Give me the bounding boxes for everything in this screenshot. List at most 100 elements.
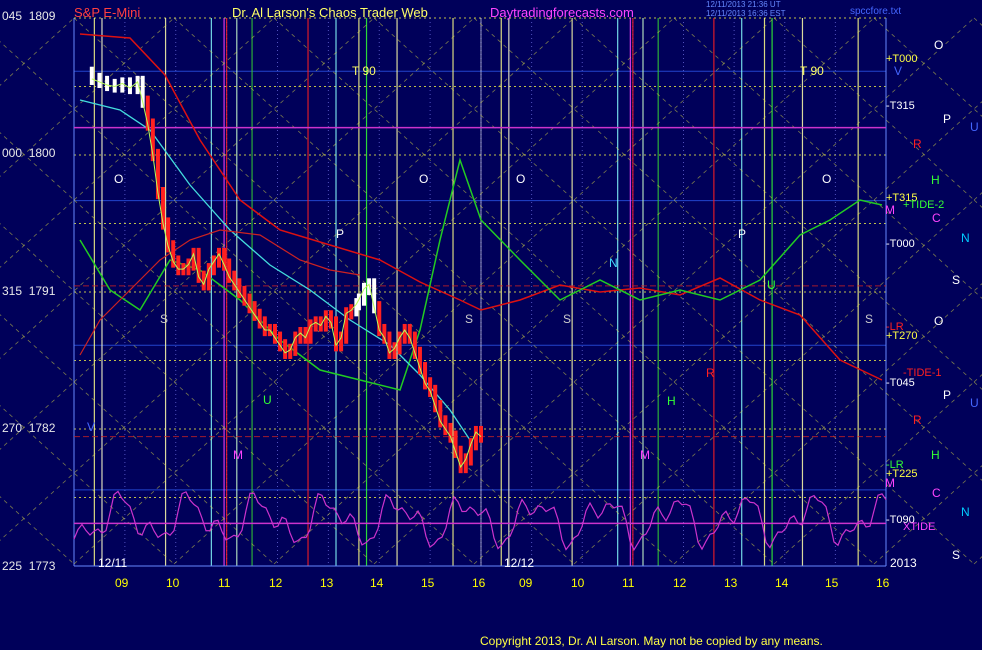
planet-r-1: R — [913, 137, 922, 151]
x-tick-d2-15: 15 — [825, 576, 839, 590]
x-tick-d1-10: 10 — [166, 576, 180, 590]
chart-title: Dr. Al Larson's Chaos Trader Web — [232, 5, 428, 20]
planet-o-2: O — [934, 314, 944, 328]
marker-o-1: O — [114, 172, 124, 186]
x-tick-d2-09: 09 — [519, 576, 533, 590]
marker-o-4: O — [822, 172, 832, 186]
marker-o-2: O — [419, 172, 429, 186]
filename: spccfore.txt — [850, 6, 902, 17]
marker-s-1: S — [160, 312, 169, 326]
grid-layer — [73, 17, 887, 567]
x-tick-d2-16: 16 — [876, 576, 890, 590]
planet-v: V — [894, 64, 903, 78]
planet-c-1: C — [932, 211, 941, 225]
web-line — [873, 199, 982, 299]
web-line — [373, 17, 575, 201]
web-line — [373, 199, 575, 383]
web-line — [473, 381, 675, 565]
planet-m-1: M — [885, 203, 895, 217]
web-line — [373, 17, 575, 201]
web-line — [73, 199, 275, 383]
web-line — [773, 199, 975, 383]
x-tick-d2-14: 14 — [775, 576, 789, 590]
web-line — [73, 381, 275, 565]
x-tick-d2-13: 13 — [724, 576, 738, 590]
web-line — [773, 381, 975, 565]
x-tick-d1-15: 15 — [421, 576, 435, 590]
timestamp-ut: 12/11/2013 21:36 UT — [706, 0, 781, 9]
plot-area — [74, 18, 886, 576]
web-line — [0, 199, 175, 359]
x-tick-d1-16: 16 — [472, 576, 486, 590]
x-tick-d2-12: 12 — [673, 576, 687, 590]
web-line — [373, 199, 575, 383]
marker-r-1: R — [706, 366, 715, 380]
timestamp-est: 12/11/2013 16:36 EST — [706, 9, 786, 18]
web-line — [473, 381, 675, 565]
planet-u-1: U — [970, 120, 979, 134]
marker-s-3: S — [563, 312, 572, 326]
label-t000-plus: +T000 — [886, 53, 918, 65]
web-line — [673, 17, 875, 201]
label-t315-plus: +T315 — [886, 192, 918, 204]
planet-h-1: H — [931, 173, 940, 187]
web-line — [173, 17, 375, 201]
web-line — [573, 199, 775, 383]
marker-t90-day1: T 90 — [352, 64, 376, 78]
site-name: Daytradingforecasts.com — [490, 5, 634, 20]
web-line — [173, 199, 375, 383]
web-line — [573, 17, 775, 201]
web-line — [373, 381, 575, 565]
web-line — [673, 381, 875, 565]
x-tick-d1-09: 09 — [115, 576, 129, 590]
copyright: Copyright 2013, Dr. Al Larson. May not b… — [480, 634, 823, 648]
planet-h-2: H — [931, 448, 940, 462]
web-line — [73, 381, 275, 565]
date-label-day1: 12/11 — [98, 556, 128, 570]
label-tide-1: -TIDE-1 — [903, 367, 942, 379]
web-line — [473, 199, 675, 383]
marker-u-2: U — [767, 278, 776, 292]
planet-o-1: O — [934, 38, 944, 52]
marker-o-3: O — [516, 172, 526, 186]
web-line — [0, 496, 75, 565]
web-line — [573, 381, 775, 565]
marker-p-2: P — [738, 227, 747, 241]
web-line — [273, 17, 475, 201]
web-line — [0, 223, 175, 383]
xtide-curve — [73, 490, 887, 551]
marker-m-1: M — [233, 448, 243, 462]
web-line — [0, 17, 75, 86]
web-line — [0, 405, 175, 565]
marker-v-1: V — [87, 420, 96, 434]
marker-s-4: S — [865, 312, 874, 326]
marker-p-1: P — [336, 227, 345, 241]
price-line — [91, 78, 482, 469]
web-line — [0, 314, 75, 383]
web-line — [673, 199, 875, 383]
x-tick-d1-11: 11 — [218, 576, 231, 590]
web-line — [573, 17, 775, 201]
red-secondary — [79, 229, 361, 356]
web-line — [773, 17, 975, 201]
marker-h-1: H — [667, 394, 676, 408]
label-xtide: XTIDE — [903, 521, 936, 533]
web-line — [73, 17, 275, 201]
web-line — [573, 199, 775, 383]
planet-p-2: P — [943, 388, 952, 402]
web-line — [173, 17, 375, 201]
web-line — [173, 381, 375, 565]
x-tick-d1-12: 12 — [269, 576, 283, 590]
web-line — [873, 283, 982, 383]
x-tick-d2-10: 10 — [571, 576, 585, 590]
y-label-1809: 045 1809 — [2, 9, 56, 23]
web-line — [73, 199, 275, 383]
label-t270: +T270 — [886, 330, 918, 342]
label-t315-minus: -T315 — [886, 100, 915, 112]
x-tick-d1-14: 14 — [370, 576, 384, 590]
x-tick-d1-13: 13 — [320, 576, 334, 590]
y-label-1800: 000 1800 — [2, 146, 56, 160]
web-line — [673, 199, 875, 383]
web-line — [973, 374, 982, 383]
web-line — [0, 132, 75, 201]
